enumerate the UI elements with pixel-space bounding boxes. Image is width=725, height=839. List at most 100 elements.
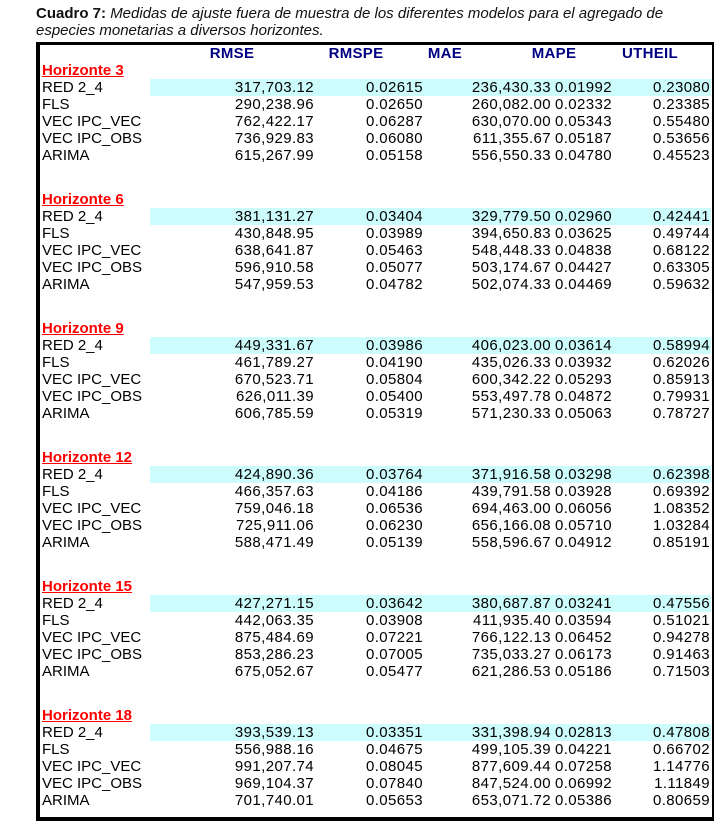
- model-label: RED 2_4: [42, 724, 103, 741]
- value-cell: 553,497.78: [471, 388, 551, 405]
- value-cell: 0.23080: [613, 79, 711, 96]
- value-cell: 0.05186: [554, 663, 612, 680]
- model-label: RED 2_4: [42, 595, 103, 612]
- model-label: FLS: [42, 354, 70, 371]
- table-row: VEC IPC_VEC 762,422.17 0.06287 630,070.00 0.…: [40, 113, 712, 130]
- model-label: VEC IPC_OBS: [42, 388, 143, 405]
- table-row: RED 2_4 393,539.13 0.03351 331,398.94 0.0281…: [40, 724, 712, 741]
- table-row: FLS 461,789.27 0.04190 435,026.33 0.03932 0.6…: [40, 354, 712, 371]
- value-cell: 0.42441: [613, 208, 711, 225]
- section-gap: [40, 551, 712, 578]
- table-row: FLS 556,988.16 0.04675 499,105.39 0.04221 0.6…: [40, 741, 712, 758]
- model-label: FLS: [42, 741, 70, 758]
- value-cell: 0.68122: [652, 242, 710, 259]
- horizon-label: Horizonte 9: [42, 320, 124, 337]
- value-cell: 0.05804: [365, 371, 423, 388]
- value-cell: 0.03989: [365, 225, 423, 242]
- value-cell: 621,286.53: [471, 663, 551, 680]
- value-cell: 331,398.94: [424, 724, 552, 741]
- model-label: FLS: [42, 225, 70, 242]
- value-cell: 260,082.00: [471, 96, 551, 113]
- model-label: VEC IPC_OBS: [42, 517, 143, 534]
- value-cell: 0.03594: [554, 612, 612, 629]
- value-cell: 0.03625: [554, 225, 612, 242]
- value-cell: 0.05187: [554, 130, 612, 147]
- value-cell: 759,046.18: [234, 500, 314, 517]
- value-cell: 877,609.44: [471, 758, 551, 775]
- value-cell: 0.07005: [365, 646, 423, 663]
- value-cell: 0.03928: [554, 483, 612, 500]
- value-cell: 0.05386: [554, 792, 612, 809]
- model-label: VEC IPC_VEC: [42, 758, 142, 775]
- value-cell: 424,890.36: [150, 466, 315, 483]
- model-label: VEC IPC_VEC: [42, 242, 142, 259]
- value-cell: 466,357.63: [234, 483, 314, 500]
- value-cell: 499,105.39: [471, 741, 551, 758]
- value-cell: 615,267.99: [234, 147, 314, 164]
- value-cell: 1.11849: [654, 775, 710, 792]
- value-cell: 725,911.06: [236, 517, 314, 534]
- model-label: ARIMA: [42, 147, 90, 164]
- value-cell: 596,910.58: [234, 259, 314, 276]
- table-row: VEC IPC_OBS 969,104.37 0.07840 847,524.00 0.…: [40, 775, 712, 792]
- table-row: RED 2_4 427,271.15 0.03642 380,687.87 0.0324…: [40, 595, 712, 612]
- table-row: FLS 290,238.96 0.02650 260,082.00 0.02332 0.2…: [40, 96, 712, 113]
- value-cell: 380,687.87: [424, 595, 552, 612]
- table-header-row: RMSE RMSPE MAE MAPE UTHEIL: [40, 45, 712, 62]
- value-cell: 0.53656: [652, 130, 710, 147]
- value-cell: 653,071.72: [471, 792, 551, 809]
- value-cell: 0.05343: [554, 113, 612, 130]
- table-row: ARIMA 606,785.59 0.05319 571,230.33 0.05063 0…: [40, 405, 712, 422]
- value-cell: 735,033.27: [471, 646, 551, 663]
- value-cell: 556,988.16: [234, 741, 314, 758]
- column-header-utheil: UTHEIL: [622, 45, 678, 62]
- value-cell: 0.62398: [613, 466, 711, 483]
- value-cell: 1.14776: [652, 758, 710, 775]
- value-cell: 0.51021: [652, 612, 710, 629]
- value-cell: 766,122.13: [471, 629, 551, 646]
- value-cell: 0.05293: [554, 371, 612, 388]
- value-cell: 371,916.58: [424, 466, 552, 483]
- value-cell: 406,023.00: [424, 337, 552, 354]
- value-cell: 381,131.27: [150, 208, 315, 225]
- table-caption: Cuadro 7: Medidas de ajuste fuera de mue…: [36, 5, 704, 39]
- table-row: VEC IPC_OBS 853,286.23 0.07005 735,033.27 0.…: [40, 646, 712, 663]
- value-cell: 0.04190: [365, 354, 423, 371]
- value-cell: 1.03284: [652, 517, 710, 534]
- value-cell: 0.07258: [554, 758, 612, 775]
- horizon-label: Horizonte 15: [42, 578, 133, 595]
- value-cell: 502,074.33: [471, 276, 551, 293]
- table-row: ARIMA 701,740.01 0.05653 653,071.72 0.05386 0…: [40, 792, 712, 809]
- model-label: ARIMA: [42, 792, 90, 809]
- table-row: VEC IPC_VEC 638,641.87 0.05463 548,448.33 0.…: [40, 242, 712, 259]
- value-cell: 0.03932: [554, 354, 612, 371]
- value-cell: 0.06452: [554, 629, 612, 646]
- table-row: ARIMA 588,471.49 0.05139 558,596.67 0.04912 0…: [40, 534, 712, 551]
- value-cell: 969,104.37: [234, 775, 314, 792]
- value-cell: 0.91463: [652, 646, 710, 663]
- value-cell: 0.02813: [552, 724, 613, 741]
- horizon-label: Horizonte 18: [42, 707, 133, 724]
- value-cell: 0.03986: [315, 337, 424, 354]
- value-cell: 317,703.12: [150, 79, 315, 96]
- value-cell: 0.04221: [554, 741, 612, 758]
- horizon-row: Horizonte 15: [40, 578, 712, 595]
- value-cell: 0.04427: [554, 259, 612, 276]
- value-cell: 0.03764: [315, 466, 424, 483]
- value-cell: 0.62026: [652, 354, 710, 371]
- horizon-label: Horizonte 12: [42, 449, 133, 466]
- value-cell: 439,791.58: [471, 483, 551, 500]
- value-cell: 0.02615: [315, 79, 424, 96]
- metrics-table: RMSE RMSPE MAE MAPE UTHEIL Horizonte 3 RED 2_…: [36, 42, 714, 821]
- value-cell: 0.49744: [652, 225, 710, 242]
- value-cell: 0.69392: [652, 483, 710, 500]
- value-cell: 427,271.15: [150, 595, 315, 612]
- table-row: RED 2_4 317,703.12 0.02615 236,430.33 0.0199…: [40, 79, 712, 96]
- value-cell: 0.05139: [365, 534, 423, 551]
- section-gap: [40, 422, 712, 449]
- value-cell: 0.05063: [554, 405, 612, 422]
- value-cell: 0.04838: [554, 242, 612, 259]
- value-cell: 736,929.83: [234, 130, 314, 147]
- value-cell: 0.04675: [365, 741, 423, 758]
- value-cell: 290,238.96: [234, 96, 314, 113]
